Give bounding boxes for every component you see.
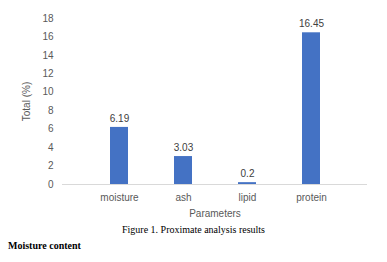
svg-text:moisture: moisture: [100, 192, 139, 203]
svg-text:Parameters: Parameters: [189, 208, 241, 219]
svg-text:12: 12: [42, 68, 54, 79]
svg-text:4: 4: [48, 142, 54, 153]
svg-text:16: 16: [42, 31, 54, 42]
svg-text:0.2: 0.2: [241, 168, 255, 179]
svg-text:protein: protein: [296, 192, 327, 203]
svg-text:6: 6: [48, 123, 54, 134]
svg-text:16.45: 16.45: [299, 18, 324, 29]
html-text:Moisture content: Moisture content: [8, 240, 81, 251]
svg-text:2: 2: [48, 160, 54, 171]
html-text:Figure 1. Proximate analysis r: Figure 1. Proximate analysis results: [122, 224, 265, 235]
svg-text:3.03: 3.03: [174, 142, 194, 153]
svg-text:ash: ash: [175, 192, 191, 203]
svg-text:lipid: lipid: [239, 192, 257, 203]
svg-text:Total (%): Total (%): [21, 82, 32, 121]
svg-text:0: 0: [48, 179, 54, 190]
svg-text:6.19: 6.19: [110, 113, 130, 124]
svg-text:8: 8: [48, 105, 54, 116]
svg-text:14: 14: [42, 50, 54, 61]
svg-text:10: 10: [42, 86, 54, 97]
svg-text:18: 18: [42, 13, 54, 24]
